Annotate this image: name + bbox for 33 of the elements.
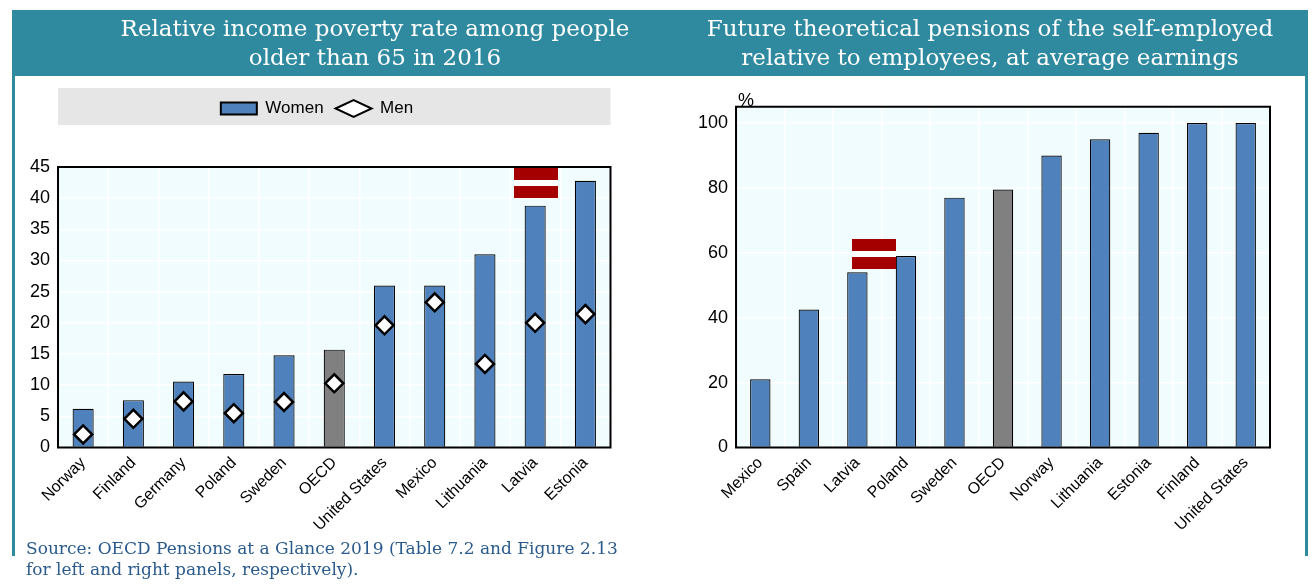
y-tick-label: 100 <box>697 111 729 132</box>
point <box>72 424 94 445</box>
point <box>324 373 345 394</box>
y-tick-label: 45 <box>29 155 51 176</box>
y-tick-label: 40 <box>708 306 729 327</box>
y-axis-title: % <box>738 90 755 111</box>
y-tick-label: 10 <box>29 374 51 395</box>
y-tick-label: 60 <box>708 241 729 262</box>
y-tick-label: 25 <box>29 280 51 301</box>
y-tick-label: 30 <box>29 249 51 270</box>
legend-label: Women <box>265 98 324 118</box>
point <box>474 353 496 375</box>
source-note: Source: OECD Pensions at a Glance 2019 (Table 7.2 and Figure 2.13 for left and right panels, respectively). <box>26 538 619 580</box>
y-tick-label: 0 <box>40 436 51 457</box>
y-tick-label: 40 <box>29 187 51 208</box>
point <box>173 391 194 412</box>
y-tick-label: 80 <box>708 176 729 197</box>
point <box>223 402 245 424</box>
y-tick-label: 35 <box>29 218 51 239</box>
y-tick-label: 20 <box>708 371 729 392</box>
chart-title: Future theoretical pensions of the self-employed relative to employees, at average earnings <box>705 14 1275 72</box>
legend-label: Men <box>380 98 414 118</box>
point <box>123 408 144 430</box>
point <box>524 312 546 334</box>
chart-title: Relative income poverty rate among people older than 65 in 2016 <box>119 14 631 72</box>
point <box>424 292 445 313</box>
y-tick-label: 15 <box>29 342 51 363</box>
y-tick-label: 0 <box>718 436 729 457</box>
point <box>273 391 295 413</box>
y-tick-label: 20 <box>29 311 51 332</box>
y-tick-label: 5 <box>40 405 51 426</box>
point <box>374 315 395 336</box>
point <box>575 303 596 325</box>
